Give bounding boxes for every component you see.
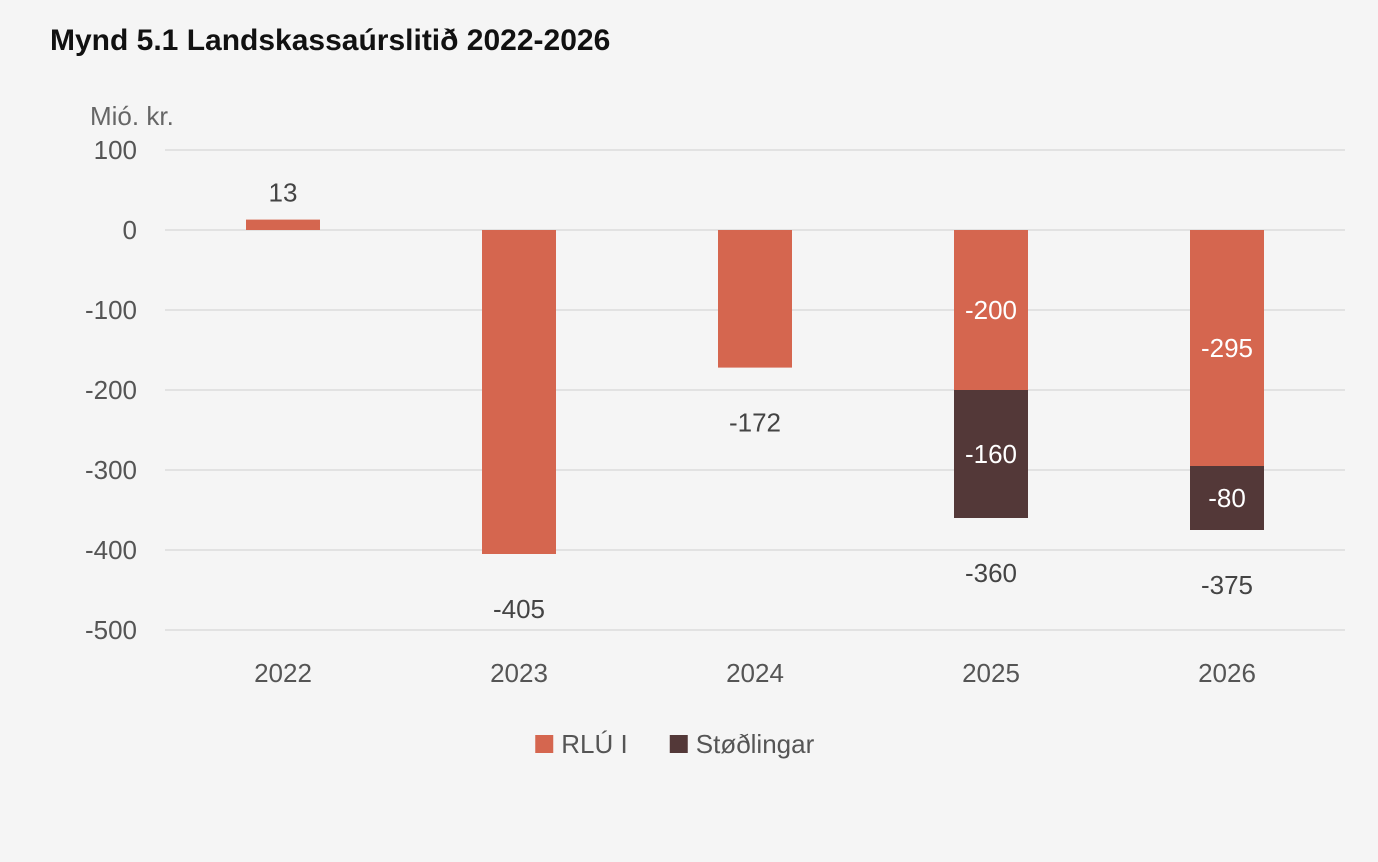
y-tick-label: -500 xyxy=(85,615,137,645)
legend-label: RLÚ I xyxy=(561,729,627,759)
total-data-label: -375 xyxy=(1201,570,1253,600)
bar-2026-st-lingar xyxy=(1190,466,1264,530)
legend-swatch-rl-i xyxy=(535,735,554,753)
y-tick-label: -300 xyxy=(85,455,137,485)
y-tick-label: -100 xyxy=(85,295,137,325)
y-tick-label: 100 xyxy=(94,135,137,165)
y-axis-unit-label: Mió. kr. xyxy=(90,101,174,131)
segment-data-label: -80 xyxy=(1208,483,1246,513)
x-category-label: 2023 xyxy=(490,658,548,688)
total-data-label: -172 xyxy=(729,408,781,438)
legend-swatch-st-lingar xyxy=(669,735,688,753)
bar-2025-st-lingar xyxy=(954,390,1028,518)
y-tick-label: -200 xyxy=(85,375,137,405)
bar-2023-rl-i xyxy=(482,230,556,554)
segment-data-label: -200 xyxy=(965,295,1017,325)
bar-2025-rl-i xyxy=(954,230,1028,390)
bar-2022-rl-i xyxy=(246,219,320,230)
x-category-label: 2024 xyxy=(726,658,784,688)
y-tick-label: 0 xyxy=(123,215,137,245)
x-category-label: 2022 xyxy=(254,658,312,688)
x-category-label: 2025 xyxy=(962,658,1020,688)
total-data-label: -405 xyxy=(493,594,545,624)
chart-title: Mynd 5.1 Landskassaúrslitið 2022-2026 xyxy=(50,24,611,57)
bar-2024-rl-i xyxy=(718,230,792,368)
y-tick-label: -400 xyxy=(85,535,137,565)
total-data-label: 13 xyxy=(269,178,298,208)
total-data-label: -360 xyxy=(965,558,1017,588)
segment-data-label: -295 xyxy=(1201,333,1253,363)
bar-2026-rl-i xyxy=(1190,230,1264,466)
legend-label: Støðlingar xyxy=(696,729,815,759)
segment-data-label: -160 xyxy=(965,439,1017,469)
x-category-label: 2026 xyxy=(1198,658,1256,688)
